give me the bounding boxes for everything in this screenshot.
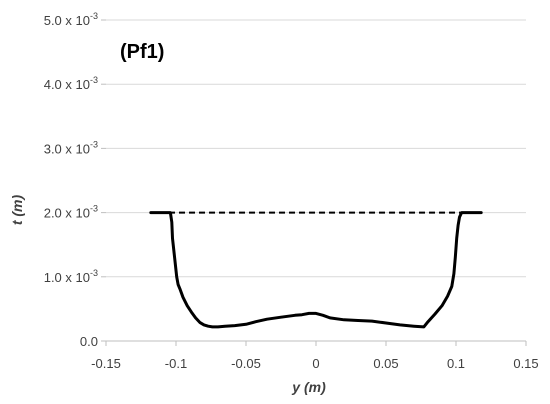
y-tick-label: 4.0 x 10-3 [44,75,98,92]
x-tick-label: -0.05 [231,356,261,371]
x-tick-label: 0.1 [447,356,465,371]
panel-label: (Pf1) [120,41,164,63]
x-axis-ticks: -0.15 -0.1 -0.05 0 0.05 0.1 0.15 [91,341,539,371]
y-axis-unit: (m) [9,195,25,221]
y-tick-base: 0.0 [80,334,98,349]
thickness-profile-line [149,211,483,329]
y-tick-exponent: -3 [90,204,98,214]
y-tick-base: 5.0 x 10 [44,13,90,28]
x-tick-label: 0.05 [373,356,398,371]
y-tick-label: 5.0 x 10-3 [44,11,98,28]
y-tick-exponent: -3 [90,139,98,149]
y-axis-ticks: 0.01.0 x 10-32.0 x 10-33.0 x 10-34.0 x 1… [44,11,106,349]
y-tick-base: 2.0 x 10 [44,206,90,221]
x-axis-unit: (m) [300,379,326,395]
x-tick-label: 0 [312,356,319,371]
y-tick-exponent: -3 [90,268,98,278]
y-tick-label: 1.0 x 10-3 [44,268,98,285]
x-tick-label: -0.1 [165,356,187,371]
y-axis-variable: t [9,219,25,225]
y-tick-base: 4.0 x 10 [44,77,90,92]
y-tick-exponent: -3 [90,75,98,85]
x-axis-variable: y [291,379,301,395]
data-series [149,211,483,329]
y-tick-label: 0.0 [80,334,98,349]
y-axis-title: t (m) [9,195,25,226]
x-axis-title: y (m) [291,379,326,395]
y-tick-label: 2.0 x 10-3 [44,204,98,221]
x-tick-label: 0.15 [513,356,538,371]
y-tick-base: 3.0 x 10 [44,141,90,156]
y-tick-exponent: -3 [90,11,98,21]
x-tick-label: -0.15 [91,356,121,371]
y-tick-base: 1.0 x 10 [44,270,90,285]
gridlines [106,19,526,278]
y-tick-label: 3.0 x 10-3 [44,139,98,156]
